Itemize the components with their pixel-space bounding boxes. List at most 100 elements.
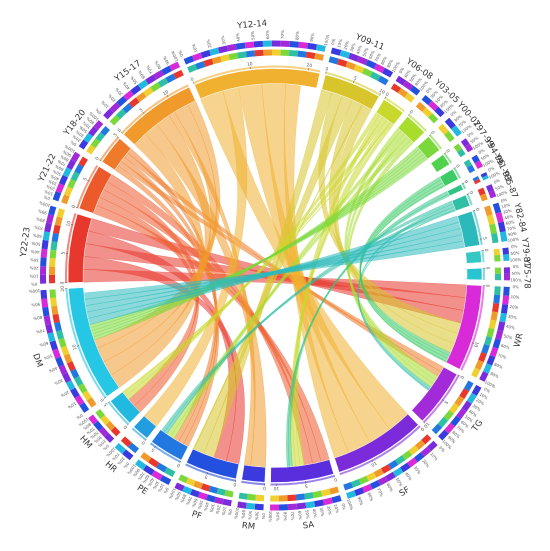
arc-rim-tg (423, 374, 460, 423)
ring-b-y12-14 (298, 41, 308, 49)
ring-b-y12-14 (235, 42, 246, 50)
pct-label-y03-05: 0% (425, 86, 433, 94)
ring-a-y22-23 (56, 208, 65, 218)
ring-b-y15-17 (109, 102, 121, 113)
arc-rim-y21-22 (76, 164, 99, 209)
arc-y09-11 (321, 74, 380, 110)
ring-b-y22-23 (40, 266, 47, 275)
ring-a-hm (110, 426, 121, 437)
tick-label-y82-84: 5 (481, 237, 487, 241)
ring-a-y91-93 (473, 178, 481, 185)
ring-a-dm (86, 397, 97, 408)
pct-label-sf: 70% (376, 487, 384, 497)
ring-a-y03-05 (422, 107, 433, 118)
ring-a-y12-14 (305, 51, 316, 60)
arc-y18-20 (101, 138, 132, 171)
ring-b-dm (58, 364, 68, 375)
ring-b-y18-20 (78, 139, 89, 150)
arc-rim-sa (270, 474, 335, 486)
ring-b-sa (296, 502, 307, 510)
tick-label-y18-20: 5 (112, 132, 118, 138)
arc-rim-rm (241, 480, 265, 486)
ring-b-y21-22 (58, 174, 69, 186)
ring-a-y22-23 (53, 224, 61, 235)
ring-a-y12-14 (297, 50, 307, 58)
ring-a-y18-20 (86, 144, 96, 155)
ring-b-sf (354, 487, 365, 497)
ring-a-sa (312, 490, 323, 499)
tick-dm (76, 345, 80, 347)
arc-sa (270, 459, 334, 483)
pct-label-tg: 50% (464, 414, 474, 423)
ring-b-y12-14 (262, 40, 272, 47)
ring-b-y22-23 (42, 231, 51, 241)
pct-label-hm: 50% (89, 430, 99, 440)
pct-label-dm: 20% (60, 390, 70, 399)
pct-label-y00-02: 0% (449, 109, 457, 117)
ring-a-sa (320, 488, 331, 497)
tick-label-hm: 5 (103, 401, 110, 407)
tick-y21-22 (87, 179, 90, 182)
arc-hm (110, 391, 141, 424)
pct-label-y09-11: 100% (391, 61, 401, 74)
segment-label-y75-78: Y75-78 (521, 258, 531, 289)
ring-a-y03-05 (428, 113, 439, 124)
ring-b-y97-99 (464, 143, 474, 153)
ring-a-sf (408, 445, 419, 456)
ring-b-y21-22 (70, 151, 81, 163)
ring-a-y09-11 (377, 75, 389, 86)
pct-label-y03-05: 80% (439, 99, 449, 109)
ring-b-hm (93, 420, 104, 431)
pct-label-y22-23: 100% (38, 200, 51, 208)
ring-a-dm (70, 368, 80, 379)
arc-rim-wr (460, 285, 485, 371)
pct-label-y18-20: 50% (78, 125, 88, 134)
pct-label-y12-14: 70% (280, 30, 285, 39)
tick-label-y82-84: 0 (474, 207, 481, 212)
segment-label-wr: WR (512, 332, 525, 348)
ring-a-dm (63, 353, 73, 364)
ring-b-y09-11 (365, 59, 377, 69)
ring-a-y21-22 (70, 171, 80, 182)
tick-sf (418, 425, 421, 428)
pct-label-wr: 50% (503, 333, 513, 340)
pct-label-pf: 30% (209, 503, 216, 513)
pct-label-rm: 30% (254, 511, 260, 520)
tick-sa (333, 474, 335, 478)
pct-label-y18-20: 20% (71, 134, 81, 143)
pct-label-y06-08: 100% (418, 80, 429, 92)
pct-label-pf: 60% (191, 498, 199, 508)
ring-b-y12-14 (289, 40, 299, 48)
arc-rim-y03-05 (408, 114, 427, 132)
ring-a-sf (351, 478, 361, 488)
pct-label-y79-81: 50% (510, 250, 520, 256)
pct-label-y82-84: 90% (508, 231, 518, 237)
ring-b-y15-17 (153, 69, 165, 80)
arc-rim-y09-11 (325, 71, 381, 96)
pct-label-wr: 20% (509, 304, 519, 310)
pct-label-y22-23: 40% (30, 249, 40, 255)
pct-label-y12-14: 30% (220, 35, 227, 45)
arc-rim-y91-93 (461, 183, 467, 190)
pct-label-y15-17: 20% (107, 93, 117, 103)
ring-a-y22-23 (51, 232, 59, 243)
pct-label-sf: 90% (357, 496, 365, 506)
ring-a-pf (216, 488, 226, 496)
ring-b-sf (377, 476, 389, 486)
pct-label-y21-22: 0% (43, 194, 51, 201)
ring-a-sf (388, 459, 399, 470)
ring-a-y82-84 (491, 232, 499, 244)
ring-a-pe (140, 452, 152, 463)
pct-label-y22-23: 90% (37, 208, 47, 215)
tick-y09-11 (353, 80, 355, 83)
ring-a-y12-14 (271, 49, 281, 56)
ring-b-y79-81 (503, 254, 510, 262)
tick-label-y94-96: 0 (454, 164, 461, 170)
tick-hm (107, 401, 110, 404)
pct-label-pe: 90% (132, 468, 141, 478)
pct-label-pf: 40% (203, 502, 210, 512)
pct-label-y09-11: 0% (330, 38, 336, 46)
tick-y12-14 (192, 81, 195, 84)
pct-label-y09-11: 30% (349, 42, 357, 52)
tick-label-rm: 0 (263, 485, 266, 491)
